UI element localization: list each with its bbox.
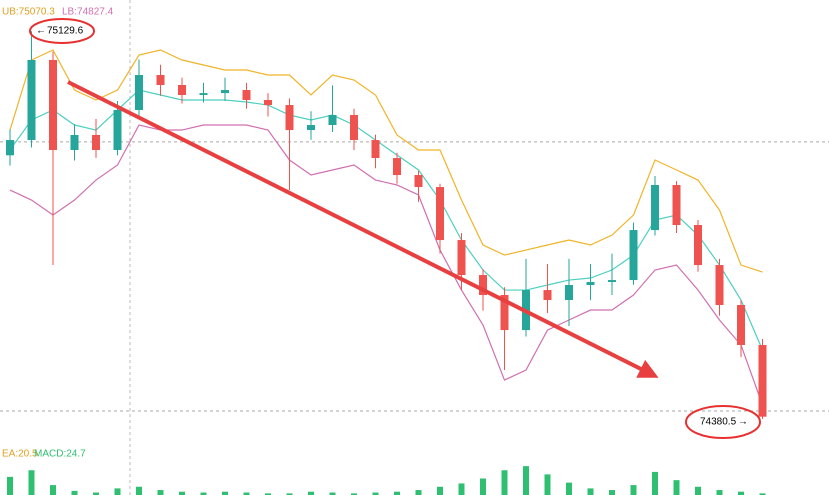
candle-body — [758, 345, 767, 417]
macd-bar — [759, 493, 766, 495]
macd-bar — [93, 492, 99, 495]
candle-body — [350, 115, 358, 141]
macd-bar — [157, 490, 164, 495]
macd-bar — [286, 493, 293, 495]
macd-bar — [50, 485, 56, 495]
macd-bar — [7, 476, 13, 495]
candle-body — [285, 105, 294, 131]
macd-bar — [136, 486, 142, 495]
macd-bar — [329, 492, 336, 495]
macd-bar — [222, 491, 228, 495]
candle-body — [328, 115, 337, 126]
bollinger-band — [9, 124, 764, 406]
macd-bar — [71, 490, 78, 495]
candle-body — [135, 75, 143, 110]
macd-bar — [415, 490, 422, 495]
macd-label: MACD:24.7 — [34, 449, 86, 460]
macd-bar — [351, 493, 357, 495]
macd-bar — [738, 491, 744, 495]
candle-body — [672, 185, 681, 226]
candle-body — [27, 59, 36, 141]
candle-body — [49, 59, 57, 151]
candle-body — [371, 140, 380, 159]
candle-body — [393, 158, 401, 176]
trend-arrow — [67, 80, 659, 378]
macd-bar — [609, 490, 615, 495]
candle-body — [586, 282, 595, 286]
macd-bar — [308, 491, 314, 495]
bollinger-band — [9, 49, 763, 273]
candle-body — [264, 100, 272, 106]
macd-bar — [544, 474, 551, 495]
candle-body — [565, 285, 573, 301]
macd-bar — [480, 478, 486, 495]
candle-body — [543, 290, 552, 301]
macd-bar — [587, 488, 594, 495]
min-price-label: 74380.5 — [700, 417, 737, 428]
candle-body — [629, 230, 638, 281]
candle-body — [651, 185, 659, 231]
macd-bar — [566, 482, 572, 495]
candle-body — [414, 175, 423, 188]
min-arrow: → — [738, 417, 748, 428]
highlight-circle — [29, 18, 95, 44]
candle-body — [436, 187, 444, 241]
max-price-label: 75129.6 — [47, 26, 84, 37]
candle-body — [307, 125, 315, 131]
highlight-circle — [685, 405, 761, 439]
macd-bar — [652, 471, 658, 495]
macd-bar — [458, 483, 465, 495]
candle-body — [178, 84, 186, 95]
macd-bar — [243, 492, 250, 495]
candle-body — [694, 225, 702, 266]
max-arrow: ← — [36, 26, 46, 37]
macd-bar — [28, 470, 35, 495]
candle-body — [457, 240, 466, 276]
candle-body — [113, 110, 122, 151]
candle-body — [608, 280, 616, 283]
candle-body — [737, 304, 745, 346]
candle-body — [479, 275, 487, 296]
candle-body — [70, 135, 79, 151]
macd-bar — [114, 488, 121, 495]
ub-label: UB:75070.3 — [2, 7, 55, 18]
macd-bar — [179, 491, 185, 495]
candle-body — [199, 93, 208, 95]
bollinger-band — [9, 89, 764, 351]
macd-bar — [523, 466, 529, 495]
candle-body — [715, 265, 724, 305]
macd-bar — [437, 486, 443, 495]
macd-bar — [501, 470, 508, 495]
macd-bar — [695, 486, 701, 495]
candle-body — [156, 75, 165, 85]
macd-bar — [716, 490, 723, 495]
macd-bar — [394, 491, 400, 495]
macd-bar — [630, 485, 637, 495]
macd-bar — [673, 480, 680, 495]
macd-bar — [200, 492, 207, 495]
ea-label: EA:20.5 — [2, 449, 38, 460]
candle-body — [6, 140, 14, 156]
candle-body — [500, 295, 509, 331]
macd-bar — [265, 493, 271, 495]
candle-body — [92, 135, 100, 151]
candle-body — [242, 90, 251, 101]
lb-label: LB:74827.4 — [62, 7, 114, 18]
candle-body — [221, 90, 229, 94]
macd-bar — [372, 492, 379, 495]
